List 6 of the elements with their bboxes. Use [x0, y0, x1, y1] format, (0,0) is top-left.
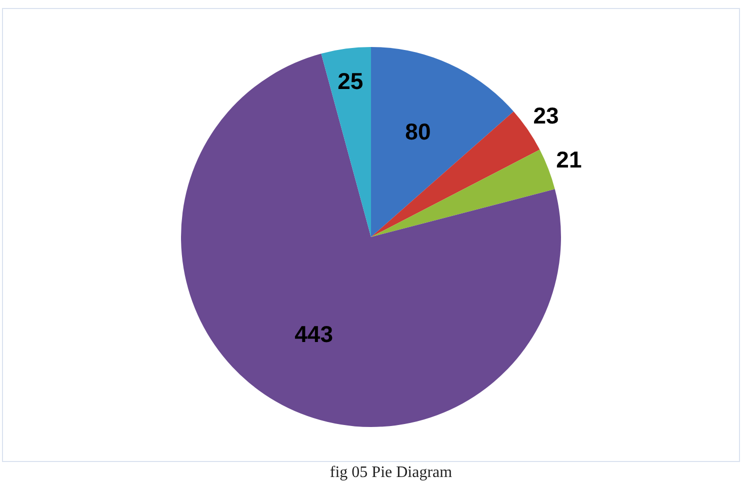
data-label: 21 [556, 146, 582, 172]
data-label: 25 [338, 68, 364, 94]
data-label: 443 [294, 320, 334, 347]
caption: fig 05 Pie Diagram [328, 464, 454, 482]
data-label: 23 [533, 102, 559, 129]
data-label: 80 [405, 118, 431, 144]
